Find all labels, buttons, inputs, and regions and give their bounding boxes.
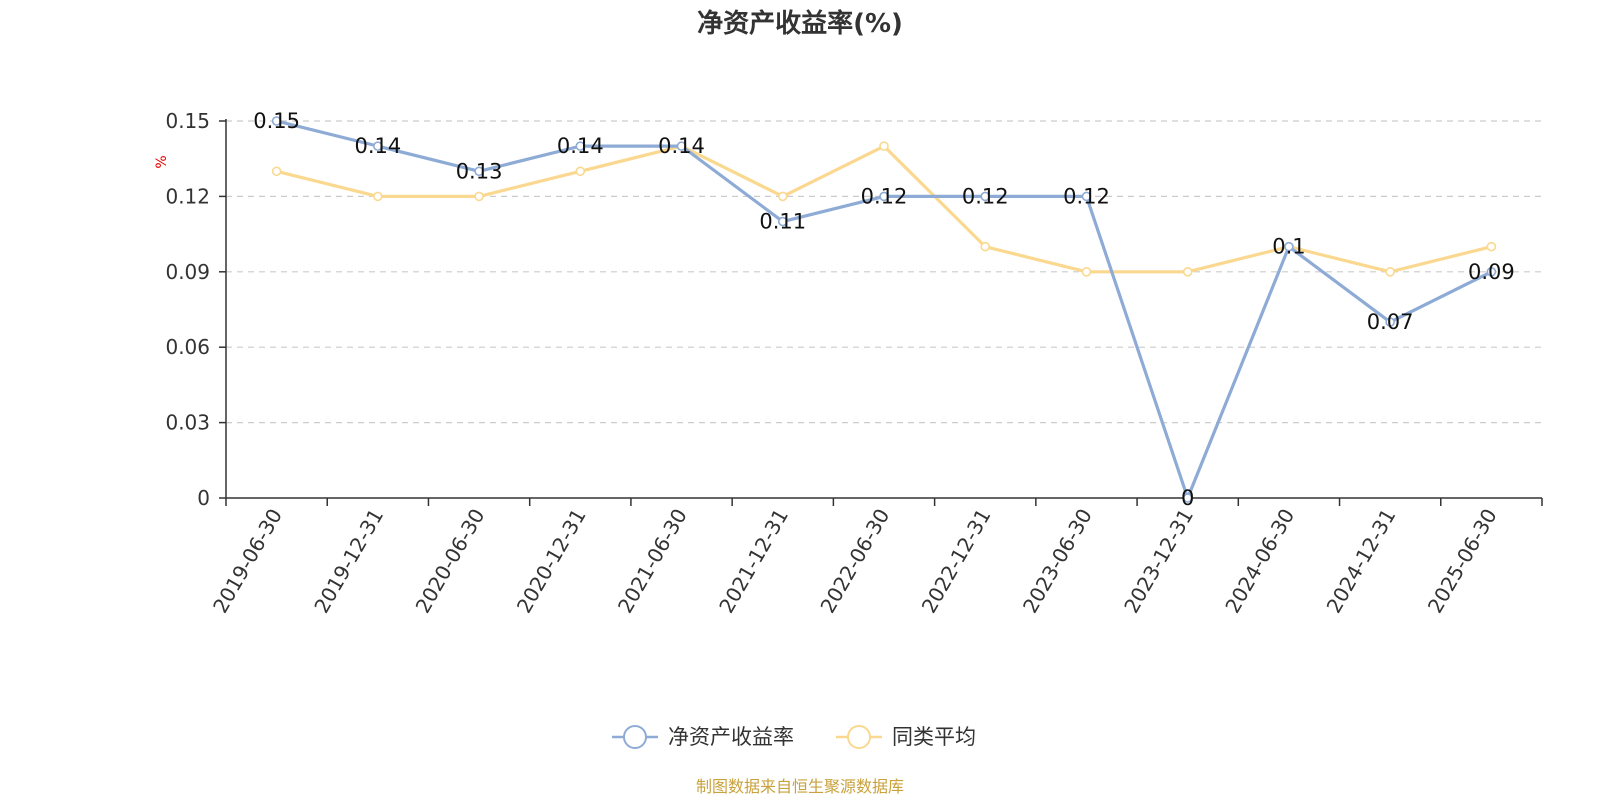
data-point[interactable]: [474, 191, 484, 202]
data-point[interactable]: [373, 141, 383, 151]
data-point[interactable]: [777, 191, 788, 202]
grid-lines: [226, 120, 1542, 424]
y-axis-unit-label: %: [154, 155, 170, 168]
data-label: 0.1: [1272, 235, 1305, 259]
data-point[interactable]: [1081, 191, 1092, 202]
data-point[interactable]: [1182, 493, 1193, 503]
y-tick-label: 0: [197, 486, 210, 510]
x-tick-label: 2024-06-30: [1220, 505, 1299, 618]
data-point[interactable]: [1182, 266, 1193, 277]
data-point[interactable]: [980, 241, 991, 252]
data-point[interactable]: [575, 166, 586, 177]
data-point[interactable]: [777, 216, 788, 227]
x-tick-label: 2021-12-31: [714, 505, 793, 618]
x-tick-label: 2022-12-31: [917, 505, 996, 618]
x-axis-ticks: 2019-06-30 2019-12-31 2020-06-30 2020-12-31…: [208, 498, 1543, 618]
legend[interactable]: 净资产收益率 同类平均: [612, 725, 976, 749]
x-tick-label: 2021-06-30: [613, 505, 692, 618]
data-point[interactable]: [373, 191, 383, 202]
data-label: 0.14: [354, 134, 401, 158]
data-label: 0.15: [253, 109, 300, 133]
x-tick-label: 2020-12-31: [512, 505, 591, 618]
y-axis-ticks: 0 0.03 0.06 0.09 0.12 0.15: [165, 109, 226, 510]
data-label: 0.09: [1468, 260, 1515, 284]
x-tick-label: 2025-06-30: [1423, 505, 1502, 618]
data-point[interactable]: [271, 116, 282, 126]
x-tick-label: 2020-06-30: [411, 505, 490, 618]
y-tick-label: 0.06: [165, 335, 210, 359]
x-tick-label: 2023-06-30: [1018, 505, 1097, 618]
x-tick-label: 2022-06-30: [815, 505, 894, 618]
series-layer: [271, 116, 1497, 503]
y-tick-label: 0.03: [165, 411, 210, 435]
x-tick-label: 2024-12-31: [1322, 505, 1401, 618]
data-point[interactable]: [676, 141, 687, 151]
legend-item-peer-average[interactable]: 同类平均: [836, 725, 976, 749]
data-point[interactable]: [1284, 241, 1294, 252]
data-point[interactable]: [271, 166, 282, 177]
data-label: 0.12: [861, 184, 908, 208]
x-tick-label: 2019-06-30: [208, 505, 287, 618]
data-point[interactable]: [575, 141, 586, 151]
data-point[interactable]: [1486, 241, 1497, 252]
legend-circle-icon: [847, 725, 871, 749]
data-point[interactable]: [879, 141, 889, 151]
data-labels: 0.15 0.14 0.13 0.14 0.14 0.11 0.12 0.12 0.12 0 0.1…: [253, 109, 1515, 510]
legend-label: 同类平均: [892, 725, 976, 749]
data-source-note: 制图数据来自恒生聚源数据库: [696, 777, 904, 796]
x-tick-label: 2023-12-31: [1119, 505, 1198, 618]
series-roe: [271, 116, 1497, 503]
data-label: 0: [1181, 486, 1194, 510]
y-tick-label: 0.15: [165, 109, 210, 133]
chart-title: 净资产收益率(%): [697, 8, 903, 39]
data-point[interactable]: [1081, 266, 1092, 277]
data-label: 0.14: [557, 134, 604, 158]
data-point[interactable]: [1385, 317, 1395, 327]
legend-circle-icon: [623, 725, 647, 749]
data-point[interactable]: [1385, 266, 1395, 277]
data-point[interactable]: [1486, 266, 1497, 277]
legend-label: 净资产收益率: [668, 725, 794, 749]
data-label: 0.07: [1367, 310, 1414, 334]
y-tick-label: 0.12: [165, 184, 210, 208]
data-point[interactable]: [474, 166, 484, 177]
x-tick-label: 2019-12-31: [309, 505, 388, 618]
data-label: 0.14: [658, 134, 705, 158]
data-label: 0.11: [759, 210, 806, 234]
data-point[interactable]: [980, 191, 991, 202]
data-label: 0.13: [456, 159, 503, 183]
data-label: 0.12: [1063, 184, 1110, 208]
data-point[interactable]: [879, 191, 889, 202]
y-tick-label: 0.09: [165, 260, 210, 284]
legend-item-roe[interactable]: 净资产收益率: [612, 725, 794, 749]
data-label: 0.12: [962, 184, 1009, 208]
axes: [225, 119, 1542, 499]
